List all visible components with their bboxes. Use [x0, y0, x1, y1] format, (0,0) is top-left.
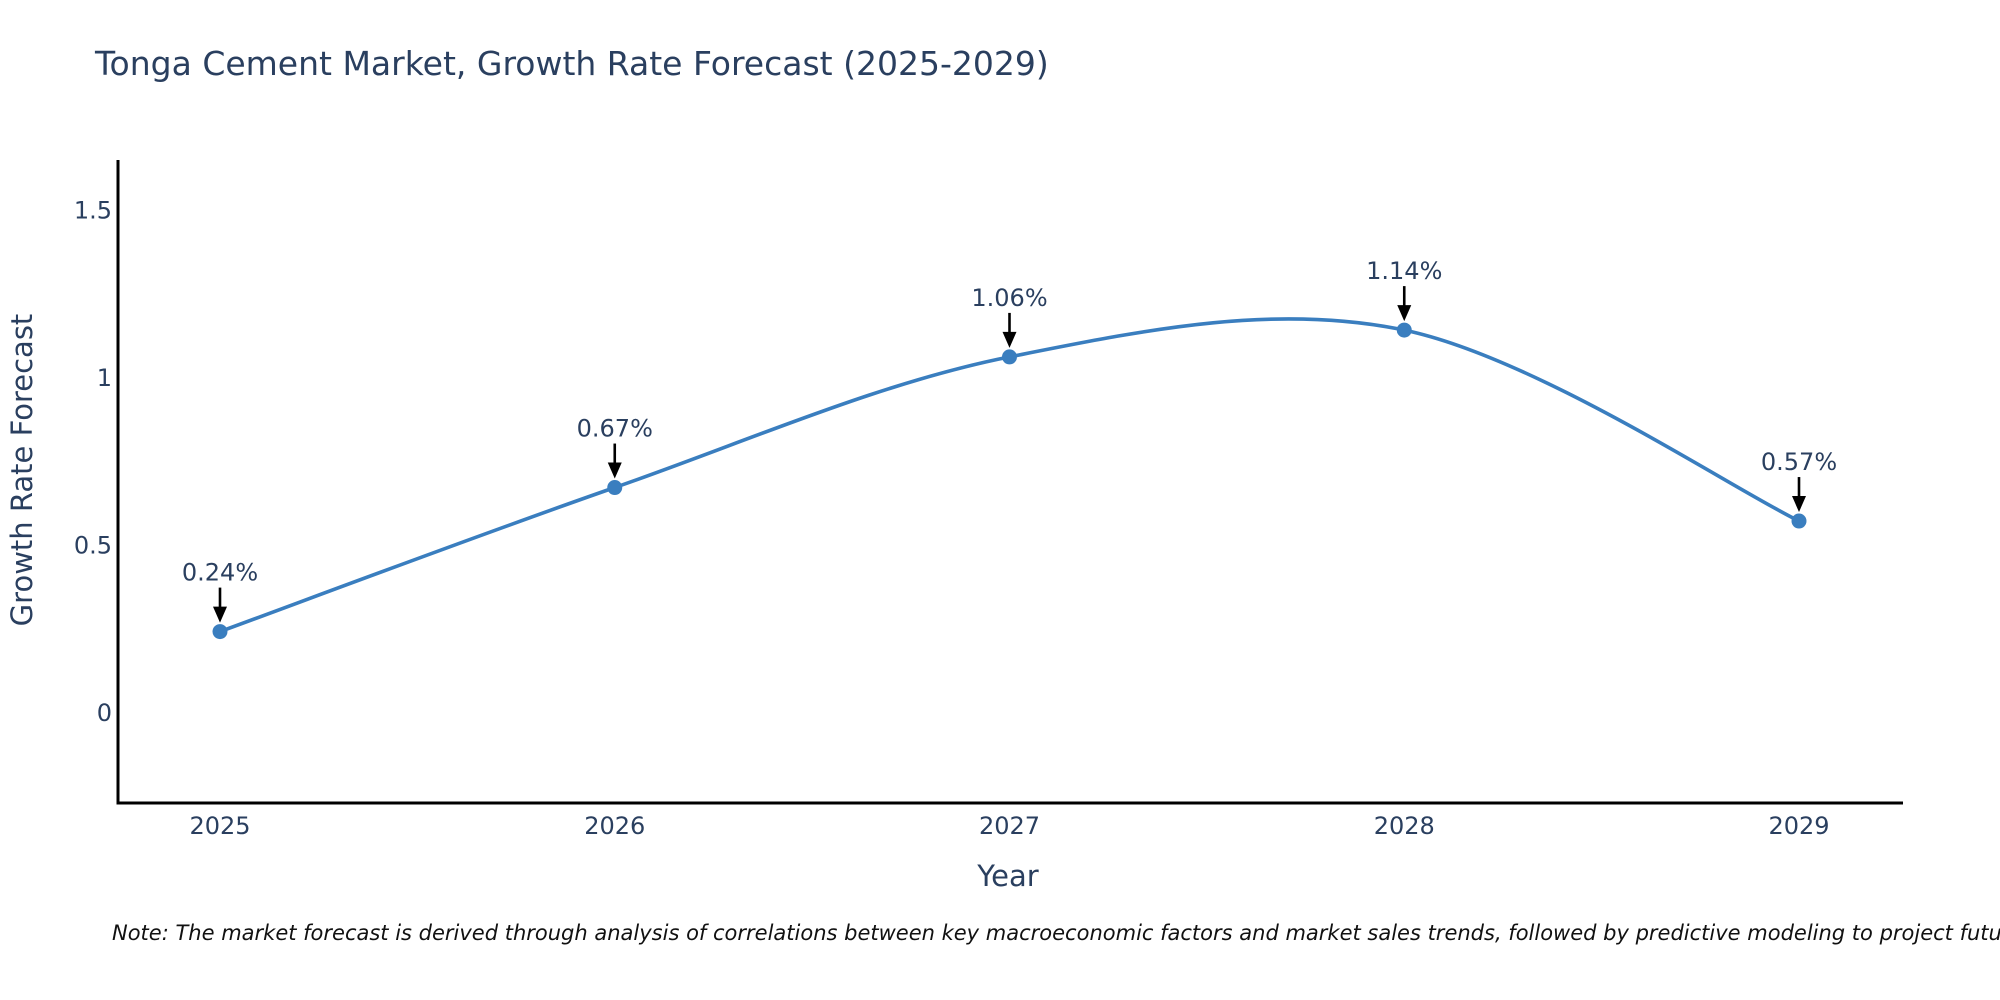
- annotation-arrowhead: [1792, 496, 1806, 513]
- annotation-label: 1.14%: [1366, 257, 1442, 285]
- footnote: Note: The market forecast is derived thr…: [112, 921, 2000, 945]
- annotation-label: 0.67%: [577, 415, 653, 443]
- data-point-marker: [1791, 513, 1807, 529]
- y-tick-label: 0.5: [74, 532, 112, 560]
- y-tick-label: 1.5: [74, 197, 112, 225]
- y-axis-title: Growth Rate Forecast: [5, 314, 39, 627]
- x-tick-label: 2029: [1768, 812, 1829, 840]
- y-tick-label: 1: [97, 364, 112, 392]
- plot-area: 0 0.5 1 1.5 2025 2026 2027 2028 2029 0.24% 0.67% 1.…: [74, 160, 1903, 840]
- annotation-label: 1.06%: [971, 284, 1047, 312]
- annotation-label: 0.57%: [1761, 448, 1837, 476]
- y-tick-label: 0: [97, 699, 112, 727]
- data-point-marker: [1396, 322, 1412, 338]
- x-tick-label: 2026: [584, 812, 645, 840]
- data-point-marker: [212, 624, 228, 640]
- x-tick-label: 2027: [979, 812, 1040, 840]
- x-tick-label: 2028: [1374, 812, 1435, 840]
- annotation-label: 0.24%: [182, 559, 258, 587]
- annotation-arrowhead: [1002, 331, 1017, 348]
- x-axis-title: Year: [976, 859, 1038, 893]
- chart-title: Tonga Cement Market, Growth Rate Forecas…: [94, 44, 1049, 83]
- annotation-arrowhead: [1397, 305, 1412, 322]
- x-tick-label: 2025: [189, 812, 250, 840]
- data-point-marker: [1002, 349, 1017, 365]
- series-line: [218, 317, 1801, 634]
- annotation-arrowhead: [213, 606, 227, 623]
- data-point-marker: [607, 480, 623, 496]
- annotation-arrowhead: [607, 462, 622, 479]
